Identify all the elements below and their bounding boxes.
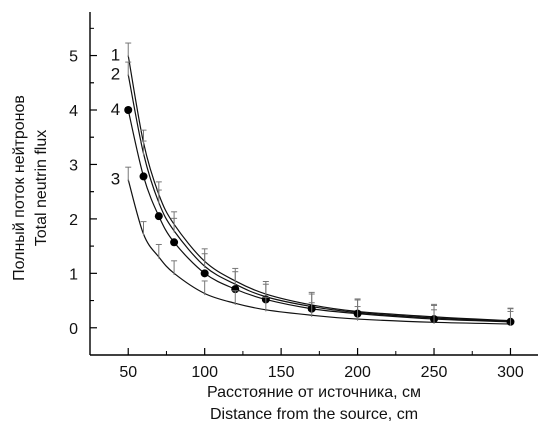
- series-label-2: 2: [111, 65, 120, 84]
- data-point: [170, 238, 179, 247]
- labels-group: 12 4 3: [111, 46, 120, 189]
- data-point: [154, 212, 163, 221]
- x-tick-label: 200: [344, 364, 371, 381]
- y-tick-label: 4: [69, 103, 78, 120]
- data-point: [200, 269, 209, 278]
- y-tick-label: 5: [69, 49, 78, 66]
- data-point: [139, 172, 148, 181]
- axes: [89, 12, 538, 356]
- x-tick-label: 100: [191, 364, 218, 381]
- x-axis-title-russian: Расстояние от источника, см: [207, 384, 421, 401]
- x-axis-title-english: Distance from the source, cm: [210, 406, 418, 423]
- series-group: [124, 42, 515, 326]
- y-tick-label: 3: [69, 157, 78, 174]
- series-label-4: 4: [111, 100, 120, 119]
- series-line-3: [127, 179, 511, 325]
- y-tick-label: 1: [69, 266, 78, 283]
- series-line-1: [127, 55, 511, 322]
- series-line-2: [127, 74, 511, 322]
- series-label-3: 3: [111, 170, 120, 189]
- y-tick-label: 0: [69, 321, 78, 338]
- data-point: [124, 106, 133, 114]
- x-tick-label: 250: [421, 364, 448, 381]
- y-axis-title-russian: Полный поток нейтронов: [11, 95, 28, 281]
- x-tick-label: 300: [497, 364, 524, 381]
- y-tick-label: 2: [69, 212, 78, 229]
- series-line-4: [127, 109, 511, 323]
- series-label-1: 1: [111, 46, 120, 65]
- y-axis-title-english: Total neutrin flux: [33, 130, 50, 247]
- x-tick-label: 150: [268, 364, 295, 381]
- x-tick-label: 50: [119, 364, 137, 381]
